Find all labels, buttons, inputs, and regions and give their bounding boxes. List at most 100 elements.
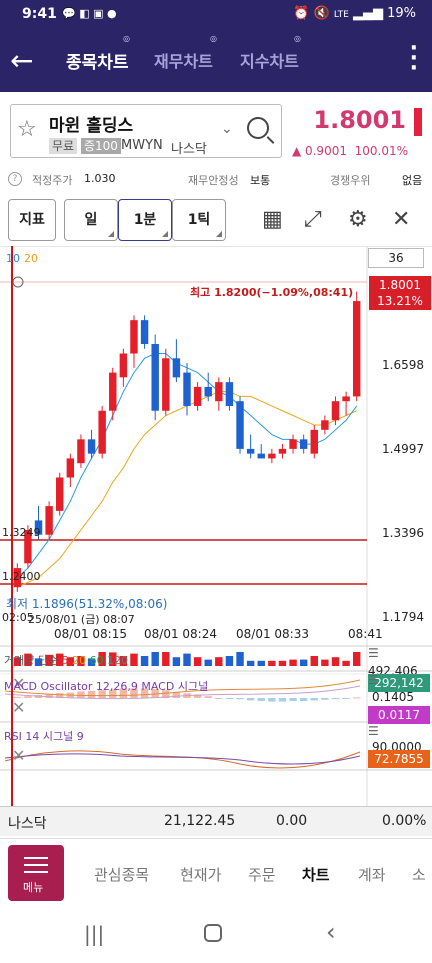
rsi-menu-icon[interactable]: ☰: [368, 724, 379, 738]
favorite-star-icon[interactable]: ☆: [17, 117, 37, 142]
macd-bar: [236, 698, 244, 700]
tag-margin: 증100: [81, 138, 121, 154]
status-time: 9:41: [22, 6, 57, 22]
ma20-line: [17, 391, 357, 588]
network-label: LTE: [333, 10, 349, 20]
period-day-button[interactable]: 일: [64, 199, 118, 241]
dropdown-corner-icon: [162, 231, 168, 237]
zoom-icon[interactable]: [12, 276, 24, 288]
macd-close-icon[interactable]: ✕: [12, 698, 26, 717]
tab-financial-chart[interactable]: 재무차트: [154, 52, 213, 71]
candle-body: [109, 372, 117, 411]
candle-count-box[interactable]: 36: [368, 248, 424, 268]
stock-chart[interactable]: 10 20 36 최고 1.8200(−1.09%,08:41) 1.8001 …: [0, 246, 432, 806]
volume-bar: [98, 652, 106, 666]
volume-bar: [87, 658, 96, 666]
current-price-tag: 1.8001 13.21%: [369, 276, 431, 310]
macd-bar: [257, 698, 265, 701]
tab-index-chart[interactable]: 지수차트: [240, 52, 299, 71]
back-arrow-icon[interactable]: ←: [10, 44, 34, 77]
volume-bar: [236, 652, 244, 666]
period-tick-button[interactable]: 1틱: [172, 199, 226, 241]
vol-ma-60: 60: [89, 654, 104, 667]
macd-bar: [119, 688, 128, 698]
volume-bar: [13, 657, 22, 666]
bottom-tab-watchlist[interactable]: 관심종목: [94, 866, 150, 884]
bottom-tab-account[interactable]: 계좌: [358, 866, 386, 884]
period-minute-label: 1분: [133, 212, 157, 228]
indicator-button[interactable]: 지표: [8, 199, 56, 241]
stability-value: 보통: [250, 174, 271, 187]
macd-bar: [331, 698, 340, 700]
macd-bar: [342, 698, 350, 699]
gear-icon[interactable]: ⚙: [348, 207, 368, 232]
candle-body: [183, 372, 191, 406]
price-change: ▲ 0.9001 100.01%: [292, 144, 408, 158]
info-row: ? 적정주가 1.030 재무안정성 보통 경쟁우위 없음: [0, 168, 432, 190]
macd-bars-group: [13, 688, 361, 702]
candle-body: [236, 401, 244, 449]
macd-bar: [215, 698, 223, 699]
volume-close-icon[interactable]: ✕: [12, 674, 26, 693]
candle-body: [13, 568, 22, 588]
period-minute-button[interactable]: 1분: [118, 199, 172, 241]
rsi-signal-line: [4, 753, 361, 765]
macd-menu-icon[interactable]: ☰: [368, 673, 379, 687]
current-price-tag-pct: 13.21%: [377, 294, 423, 308]
dropdown-corner-icon: [216, 231, 222, 237]
index-row[interactable]: 나스닥 21,122.45 0.00 0.00%: [0, 806, 432, 836]
volume-bars-group: [13, 652, 361, 666]
bottom-tab-order[interactable]: 주문: [248, 866, 276, 884]
price-tick-2: 1.4997: [382, 442, 424, 456]
candle-body: [77, 439, 85, 464]
search-icon[interactable]: [247, 117, 269, 139]
vol-ma-120: 120: [107, 654, 129, 667]
macd-bar: [13, 696, 22, 698]
macd-bar: [162, 690, 170, 698]
stock-selector[interactable]: ☆ 마윈 홀딩스 무료 증100 MWYN 나스닥 ⌄: [10, 104, 282, 158]
tools-icon[interactable]: ✕: [392, 207, 411, 232]
recent-apps-icon[interactable]: |||: [84, 922, 105, 946]
candle-body: [130, 320, 138, 354]
volume-menu-icon[interactable]: ☰: [368, 646, 379, 660]
menu-button[interactable]: 메뉴: [8, 845, 64, 901]
volume-bar: [321, 659, 329, 666]
volume-bar: [162, 652, 170, 666]
bottom-tab-chart[interactable]: 차트: [302, 866, 330, 884]
volume-bar: [246, 660, 255, 666]
mute-icon: 🔇: [313, 6, 330, 21]
bottom-tab-more[interactable]: 소: [412, 866, 426, 884]
tab-badge-icon: ◎: [123, 34, 130, 43]
candle-body: [193, 386, 202, 406]
back-icon[interactable]: ‹: [326, 918, 336, 946]
macd-bar: [278, 698, 287, 702]
candle-body: [98, 410, 106, 454]
index-name: 나스닥: [8, 816, 47, 832]
current-price-tag-value: 1.8001: [379, 278, 421, 292]
candle-body: [34, 520, 43, 535]
candle-body: [204, 386, 212, 397]
volume-bar: [119, 656, 128, 666]
bottom-tab-current-price[interactable]: 현재가: [180, 866, 222, 884]
candle-body: [151, 343, 159, 411]
volume-bar: [151, 652, 159, 666]
candle-body: [257, 453, 265, 459]
stock-name: 마윈 홀딩스: [49, 116, 134, 136]
rsi-close-icon[interactable]: ✕: [12, 746, 26, 765]
help-icon[interactable]: ?: [8, 172, 22, 186]
candle-body: [342, 396, 350, 402]
macd-bar: [310, 698, 318, 701]
more-menu-icon[interactable]: · · ·: [409, 36, 418, 81]
chevron-down-icon[interactable]: ⌄: [221, 121, 233, 137]
macd-bar: [130, 688, 138, 698]
expand-icon[interactable]: ⤢: [304, 207, 322, 232]
volume-bar: [66, 657, 75, 666]
time-label-5: 08:41: [348, 627, 383, 641]
tab-stock-chart[interactable]: 종목차트: [66, 53, 129, 73]
layout-grid-icon[interactable]: ▦: [262, 207, 283, 232]
volume-bar: [24, 653, 32, 666]
macd-bar: [193, 694, 202, 698]
candle-body: [268, 453, 276, 459]
time-left-label: 02:05: [2, 611, 34, 624]
home-icon[interactable]: [204, 924, 222, 942]
